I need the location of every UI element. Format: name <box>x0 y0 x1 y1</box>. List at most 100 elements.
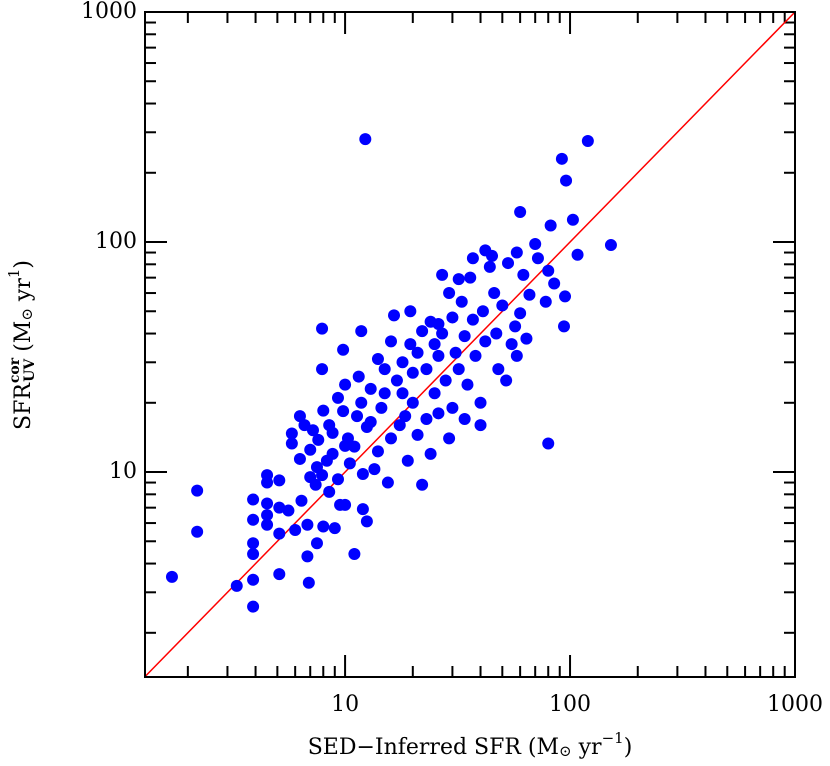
point <box>191 484 204 497</box>
point <box>388 309 401 322</box>
point <box>404 305 417 318</box>
one-to-one-line <box>144 11 796 678</box>
point <box>396 356 409 369</box>
point <box>381 476 394 489</box>
point <box>304 443 317 456</box>
point <box>312 433 325 446</box>
x-tick-label: 100 <box>549 692 591 717</box>
point <box>529 238 542 251</box>
point <box>401 454 414 467</box>
point <box>282 504 295 517</box>
point <box>261 497 274 510</box>
point <box>406 366 419 379</box>
plot-frame <box>144 11 796 678</box>
point <box>247 548 260 561</box>
point <box>301 550 314 563</box>
point <box>411 428 424 441</box>
point <box>339 498 352 511</box>
point <box>458 330 471 343</box>
point <box>520 332 533 345</box>
point <box>368 463 381 476</box>
point <box>348 440 361 453</box>
point <box>337 405 350 418</box>
x-axis-label-sun: ⊙ <box>559 742 572 760</box>
point <box>474 396 487 409</box>
point <box>293 452 306 465</box>
point <box>571 248 584 261</box>
point <box>273 474 286 487</box>
point <box>348 548 361 561</box>
point <box>339 378 352 391</box>
point <box>483 260 496 273</box>
point <box>378 363 391 376</box>
x-tick-label: 1000 <box>767 692 823 717</box>
point <box>523 288 536 301</box>
point <box>486 249 499 262</box>
y-axis-label-unit: yr <box>11 278 36 308</box>
point <box>490 327 503 340</box>
point <box>230 579 243 592</box>
point <box>323 485 336 498</box>
point <box>604 239 617 252</box>
point <box>343 457 356 470</box>
y-axis-label-exp: 1 <box>5 269 23 279</box>
point <box>449 346 462 359</box>
point <box>560 174 573 187</box>
point <box>323 419 336 432</box>
point <box>273 527 286 540</box>
point <box>247 513 260 526</box>
point <box>461 378 474 391</box>
point <box>544 219 557 232</box>
point <box>542 437 555 450</box>
point <box>452 273 465 286</box>
x-tick-label: 10 <box>331 692 359 717</box>
point <box>316 322 329 335</box>
point <box>406 396 419 409</box>
point <box>316 469 329 482</box>
x-axis-label-text: SED−Inferred SFR (M <box>308 735 559 760</box>
point <box>295 494 308 507</box>
point <box>351 410 364 423</box>
point <box>492 363 505 376</box>
y-axis-label-sun: ⊙ <box>18 308 36 321</box>
x-axis-label-close: ) <box>624 735 633 760</box>
point <box>289 523 302 536</box>
point <box>505 338 518 351</box>
y-tick-label: 10 <box>109 459 137 484</box>
point <box>285 437 298 450</box>
point <box>466 252 479 265</box>
point <box>306 424 319 437</box>
point <box>458 413 471 426</box>
point <box>416 478 429 491</box>
point <box>396 387 409 400</box>
y-tick-label: 100 <box>95 229 137 254</box>
point <box>355 325 368 338</box>
y-tick-label: 1000 <box>81 0 137 24</box>
point <box>364 416 377 429</box>
point <box>302 576 315 589</box>
point <box>432 318 445 331</box>
point <box>548 277 561 290</box>
point <box>399 410 412 423</box>
point <box>510 246 523 259</box>
point <box>317 404 330 417</box>
point <box>455 295 468 308</box>
point <box>443 287 456 300</box>
point <box>531 252 544 265</box>
x-axis-label: SED−Inferred SFR (M⊙ yr−1) <box>308 729 633 760</box>
point <box>384 335 397 348</box>
point <box>428 387 441 400</box>
point <box>337 343 350 356</box>
point <box>509 320 522 333</box>
point <box>356 503 369 516</box>
point <box>339 439 352 452</box>
point <box>404 338 417 351</box>
point <box>326 447 339 460</box>
point <box>285 427 298 440</box>
point <box>247 573 260 586</box>
point <box>432 407 445 420</box>
point <box>510 349 523 362</box>
point <box>466 313 479 326</box>
point <box>310 537 323 550</box>
